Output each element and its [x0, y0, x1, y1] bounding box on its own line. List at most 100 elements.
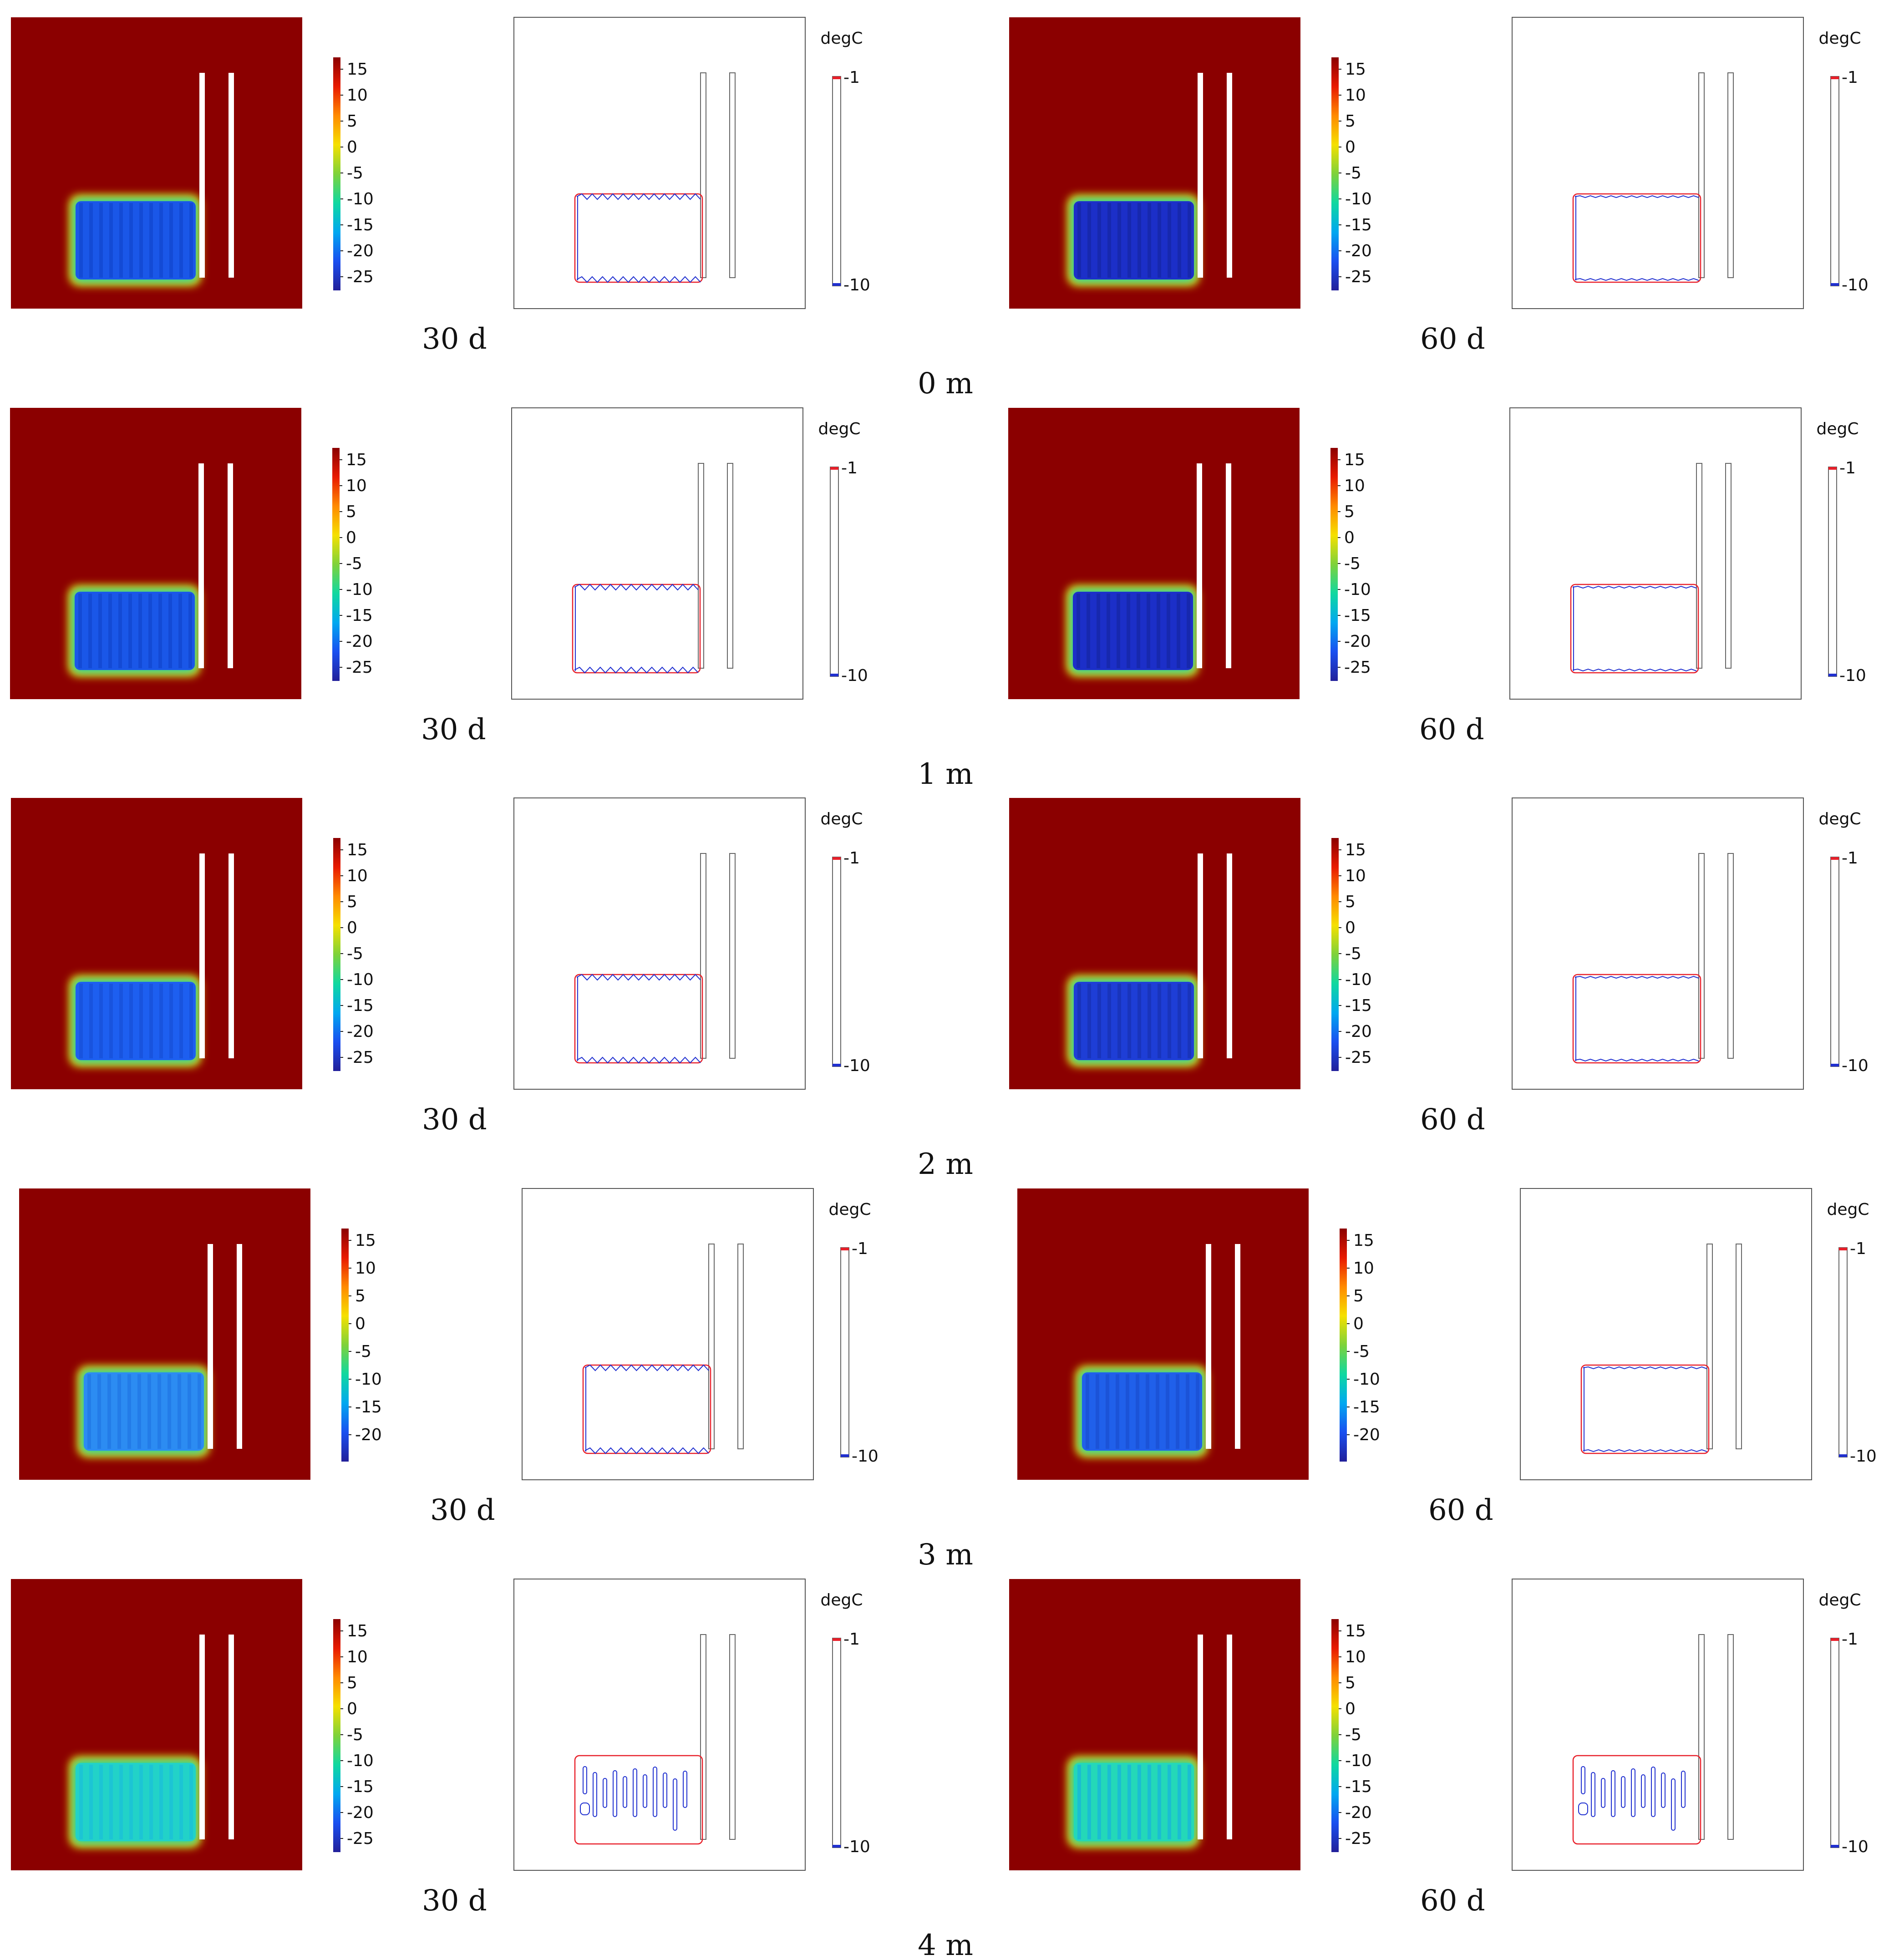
frozen-body — [1074, 982, 1194, 1060]
colorbar-tick-label: -25 — [1345, 268, 1372, 286]
colorbar-tick-label: 10 — [1345, 867, 1366, 885]
contour-legend-top: -1 — [841, 459, 858, 477]
colorbar-tick-label: -10 — [1345, 1752, 1372, 1770]
colorbar-tick-label: -10 — [347, 1752, 374, 1770]
freeze-pipe-band — [1107, 203, 1111, 278]
depth-label: 2 m — [918, 1148, 973, 1181]
colorbar-tick-label: 10 — [347, 86, 368, 105]
isotherm-minus-10-bottom — [1572, 668, 1697, 672]
freeze-pipe-band — [1158, 984, 1161, 1058]
colorbar-tick-label: -10 — [1345, 190, 1372, 208]
figure-row-0: 15 10 5 0 -5 -10 -15 -20 -25 degC -1 -10 30 d 15 10 5 0 -… — [11, 17, 1869, 401]
contour-frame — [1520, 1188, 1812, 1480]
freeze-pipe-band — [189, 984, 193, 1058]
colorbar-tick-label: -5 — [1345, 944, 1361, 963]
isotherm-minus-10-bottom — [1574, 1058, 1699, 1062]
freeze-pipe-band — [137, 1374, 141, 1449]
freeze-pipe-band — [1177, 594, 1180, 668]
colorbar-tick-label: 5 — [1345, 893, 1356, 911]
isotherm-minus-1 — [1572, 1755, 1701, 1845]
frozen-body — [1082, 1372, 1202, 1451]
isotherm-island — [1661, 1772, 1666, 1808]
contour-legend-unit: degC — [818, 420, 861, 438]
wall-left — [199, 73, 205, 278]
contour-legend-bar — [832, 857, 841, 1067]
freeze-pipe-band — [1178, 1765, 1181, 1839]
colorbar-tick-label: 15 — [347, 841, 368, 859]
freeze-pipe-band — [1087, 1765, 1091, 1839]
contour-legend-mark-cold — [1831, 1845, 1839, 1848]
contour-legend-mark-cold — [841, 1454, 849, 1457]
contour-legend-top: -1 — [843, 68, 860, 87]
contour-wall-right — [729, 1634, 736, 1840]
contour-legend-bar — [1830, 76, 1839, 286]
colorbar-tick-label: -15 — [346, 606, 373, 625]
colorbar-tick-label: 10 — [1345, 1648, 1366, 1666]
freeze-pipe-band — [1147, 594, 1150, 668]
wall-right — [1227, 853, 1232, 1058]
freeze-pipe-band — [168, 1374, 171, 1449]
panel-0-0: 15 10 5 0 -5 -10 -15 -20 -25 degC -1 -10 30 d — [11, 17, 870, 356]
colorbar-tick-label: 15 — [1353, 1231, 1374, 1250]
contour-wall-right — [737, 1244, 744, 1449]
freeze-pipe-band — [1106, 1374, 1109, 1449]
frozen-body — [76, 1763, 196, 1841]
panel-1-0: 15 10 5 0 -5 -10 -15 -20 -25 degC -1 -10 30 d — [10, 407, 868, 746]
colorbar-tick-label: 15 — [1345, 841, 1366, 859]
colorbar-tick-label: 15 — [347, 60, 368, 79]
colorbar-tick-label: 0 — [1345, 1700, 1356, 1718]
freeze-pipe-band — [99, 1765, 103, 1839]
colorbar-tick-label: -15 — [1344, 606, 1371, 625]
temperature-colorbar — [1340, 1229, 1347, 1462]
freeze-pipe-band — [169, 203, 173, 278]
colorbar-tick-label: 0 — [346, 528, 356, 547]
colorbar-tick-label: 15 — [1345, 60, 1366, 79]
freeze-pipe-band — [1196, 1374, 1199, 1449]
contour-legend-mark-cold — [1828, 674, 1837, 676]
temperature-colorbar — [341, 1229, 349, 1462]
colorbar-tick-label: 15 — [1344, 451, 1365, 469]
colorbar-tick-label: -5 — [1353, 1342, 1370, 1361]
freeze-pipe-band — [1156, 1374, 1159, 1449]
colorbar-tick-label: -5 — [347, 164, 363, 183]
isotherm-minus-10-bottom — [584, 1447, 709, 1454]
isotherm-island — [603, 1778, 607, 1808]
depth-label: 0 m — [918, 367, 973, 401]
freeze-pipe-band — [89, 984, 93, 1058]
freeze-pipe-band — [1178, 984, 1181, 1058]
colorbar-tick-label: -20 — [1345, 242, 1372, 260]
freeze-pipe-band — [1148, 984, 1151, 1058]
contour-legend-mark-cold — [833, 1845, 841, 1848]
contour-legend-unit: degC — [1819, 810, 1861, 828]
contour-legend-top: -1 — [1842, 1630, 1858, 1649]
contour-legend-top: -1 — [843, 849, 860, 868]
freeze-pipe-band — [188, 594, 192, 668]
freeze-pipe-band — [1127, 1765, 1131, 1839]
contour-legend-mark-cold — [1831, 1064, 1839, 1066]
isotherm-minus-10-top — [576, 974, 701, 981]
colorbar-tick-label: -5 — [347, 1726, 363, 1744]
isotherm-minus-1 — [574, 1755, 703, 1845]
colorbar-tick-label: -25 — [347, 1048, 374, 1067]
contour-legend-bottom: -10 — [1842, 1056, 1869, 1075]
freeze-pipe-band — [1157, 594, 1160, 668]
figure-row-4: 15 10 5 0 -5 -10 -15 -20 -25 degC -1 -10 30 d 15 10 5 0 -… — [11, 1579, 1869, 1960]
contour-legend-unit: degC — [821, 1591, 863, 1610]
freeze-pipe-band — [1077, 1765, 1081, 1839]
freeze-pipe-band — [149, 984, 153, 1058]
colorbar-tick-label: -10 — [1344, 580, 1371, 599]
temperature-colorbar — [1331, 57, 1339, 290]
contour-legend-mark-warm — [1831, 76, 1839, 79]
freeze-pipe-band — [1107, 984, 1111, 1058]
contour-legend-mark-warm — [1839, 1248, 1847, 1250]
contour-legend-bar — [832, 1638, 841, 1848]
contour-legend-unit: degC — [1819, 1591, 1861, 1610]
isotherm-minus-10-top — [574, 584, 699, 591]
contour-wall-right — [1727, 72, 1734, 278]
isotherm-minus-10-top — [576, 193, 701, 200]
contour-legend-bottom: -10 — [1839, 666, 1866, 685]
isotherm-island — [580, 1803, 590, 1815]
contour-legend-bar — [1828, 467, 1837, 677]
freeze-pipe-band — [159, 984, 163, 1058]
colorbar-tick-label: 10 — [355, 1259, 376, 1278]
